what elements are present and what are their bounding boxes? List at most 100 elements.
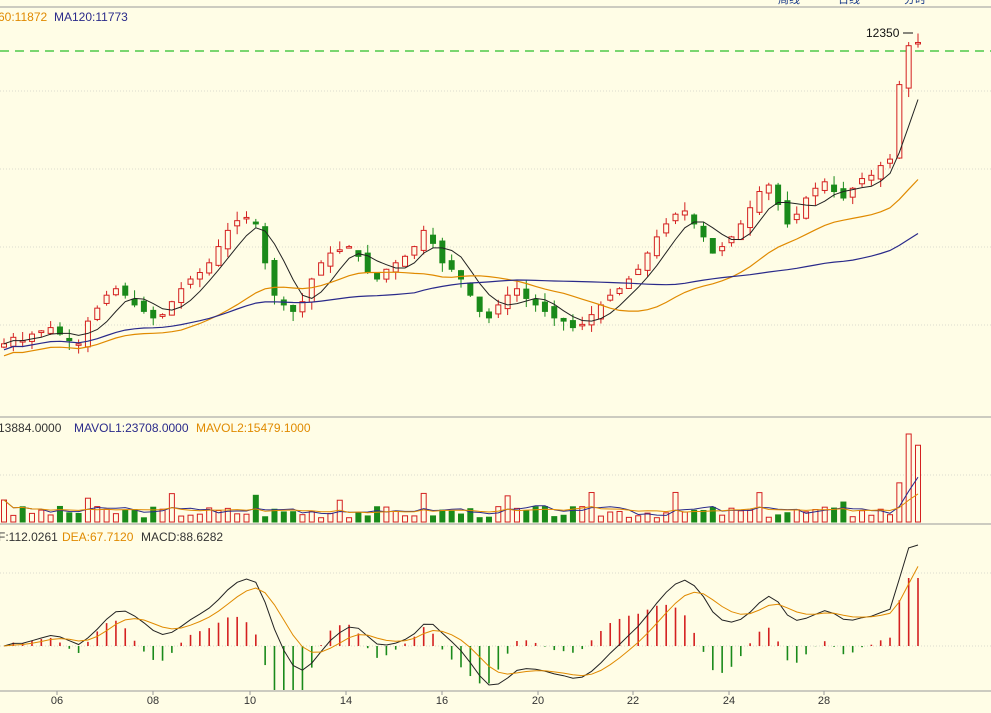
volume-bar [476, 517, 483, 523]
ma60-line [3, 179, 919, 357]
volume-bar [625, 516, 632, 523]
candle-body [131, 298, 138, 306]
volume-bar [140, 517, 147, 523]
candle-body [569, 320, 576, 329]
volume-bar [579, 506, 586, 523]
tab-intraday[interactable]: 分时 [904, 0, 926, 6]
candle-body [868, 174, 875, 181]
volume-bar [513, 507, 520, 523]
vol-legend: 13884.0000 [0, 421, 62, 435]
mavol2-line [3, 493, 919, 514]
candle-body [915, 41, 921, 45]
candle-body [411, 246, 418, 256]
candle-body [709, 238, 716, 254]
mavol1-legend: MAVOL1:23708.0000 [74, 421, 189, 435]
volume-bar [19, 506, 26, 523]
candle-body [28, 333, 35, 342]
candle-body [588, 314, 595, 326]
candle-body [485, 311, 492, 319]
candle-body [635, 268, 642, 276]
candle-body [541, 301, 548, 312]
x-tick-label: 08 [147, 695, 159, 707]
volume-bar [392, 510, 399, 523]
candle-body [140, 300, 147, 312]
candle-body [765, 184, 772, 194]
mavol1-line [3, 476, 919, 516]
volume-bar [467, 508, 474, 523]
candle-body [75, 343, 82, 346]
candle-body [346, 246, 353, 249]
volume-bar [178, 515, 185, 523]
volume-bar [290, 511, 297, 523]
volume-bar [38, 509, 45, 523]
candle-body [672, 213, 679, 222]
candle-body [271, 259, 278, 296]
volume-bar [663, 512, 670, 523]
volume-bar [28, 512, 35, 523]
tab-weekly[interactable]: 周线 [778, 0, 800, 6]
candle-body [122, 285, 129, 296]
candle-body [299, 301, 306, 313]
candle-body [793, 213, 800, 221]
candle-body [495, 304, 502, 315]
candle-body [318, 262, 325, 276]
volume-bar [635, 515, 642, 523]
candle-body [653, 236, 660, 257]
volume-bar [793, 509, 800, 523]
candle-body [196, 272, 203, 280]
volume-bar [94, 506, 101, 523]
volume-bar [495, 506, 502, 523]
volume-bar [803, 511, 810, 523]
volume-bar [1, 499, 7, 523]
x-tick-label: 20 [532, 695, 544, 707]
volume-bar [355, 512, 362, 523]
candle-body [94, 307, 101, 320]
volume-bar [681, 511, 688, 523]
candle-body [681, 210, 688, 216]
volume-bar [672, 491, 679, 523]
volume-bar [430, 515, 437, 523]
candle-body [150, 309, 157, 319]
candle-body [234, 220, 241, 227]
candle-body [719, 246, 726, 252]
ma-short-line [3, 99, 919, 345]
candle-body [420, 229, 427, 251]
volume-bar [402, 515, 409, 523]
candle-body [103, 294, 110, 304]
candle-body [336, 249, 343, 253]
volume-bar [439, 509, 446, 523]
candle-body [849, 187, 856, 198]
candle-body [1, 343, 7, 348]
volume-bar [327, 512, 334, 523]
candle-body [896, 84, 903, 159]
candle-body [691, 214, 698, 225]
candle-body [597, 304, 604, 320]
candle-body [756, 191, 763, 213]
candle-body [532, 298, 539, 306]
volume-bar [122, 509, 129, 523]
volume-bar [737, 510, 744, 523]
candle-body [663, 223, 670, 234]
volume-bar [234, 513, 241, 523]
volume-bar [821, 506, 828, 523]
candle-body [821, 181, 828, 191]
volume-bar [206, 507, 213, 523]
volume-bar [905, 433, 912, 523]
volume-bar [103, 508, 110, 523]
candle-body [737, 223, 744, 241]
candle-body [243, 216, 250, 220]
volume-bar [47, 514, 54, 523]
volume-bar [112, 513, 119, 523]
volume-bar [346, 517, 353, 523]
volume-bar [411, 515, 418, 523]
volume-bar [607, 511, 614, 523]
volume-bar [691, 509, 698, 523]
volume-bar [709, 506, 716, 523]
last-price-label: 12350 [866, 26, 900, 40]
volume-bar [299, 514, 306, 523]
x-tick-label: 06 [51, 695, 63, 707]
tab-daily[interactable]: 日线 [838, 0, 860, 6]
volume-bar [541, 506, 548, 523]
candle-body [840, 188, 847, 199]
